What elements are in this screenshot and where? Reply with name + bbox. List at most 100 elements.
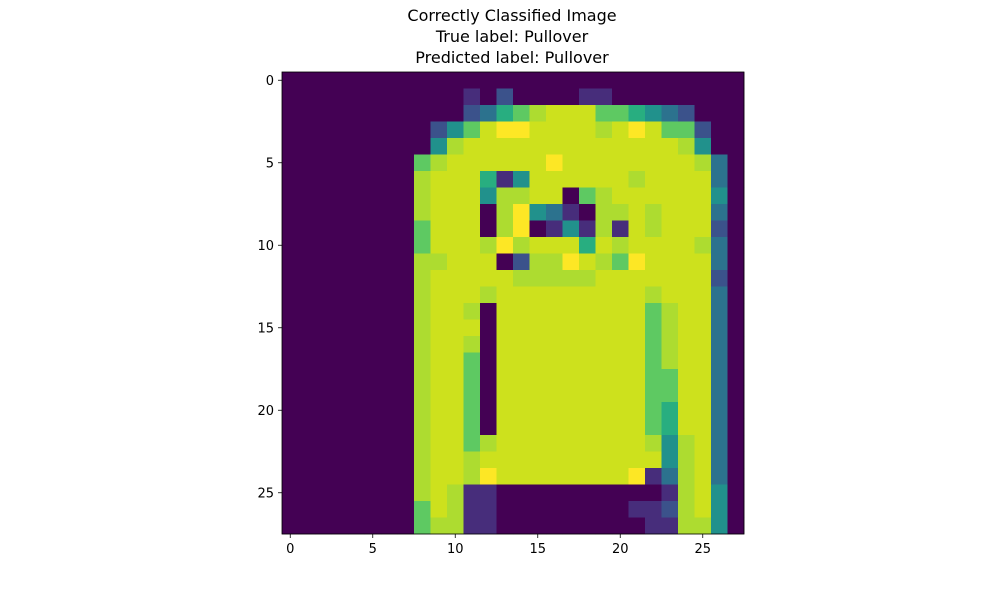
heatmap-cell [397, 402, 415, 419]
heatmap-cell [397, 88, 415, 106]
heatmap-cell [480, 121, 497, 139]
heatmap-cell [711, 220, 728, 238]
heatmap-cell [678, 270, 695, 287]
heatmap-cell [414, 270, 431, 287]
heatmap-cell [480, 105, 497, 122]
heatmap-cell [315, 418, 332, 436]
heatmap-cell [348, 72, 365, 89]
heatmap-cell [348, 501, 365, 518]
heatmap-cell [628, 154, 646, 172]
heatmap-cell [447, 154, 464, 172]
heatmap-cell [381, 72, 398, 89]
heatmap-cell [496, 385, 514, 403]
heatmap-cell [282, 418, 299, 436]
heatmap-cell [282, 237, 299, 254]
heatmap-cell [579, 237, 596, 254]
heatmap-cell [628, 402, 646, 419]
heatmap-cell [628, 484, 646, 502]
heatmap-cell [513, 336, 530, 353]
heatmap-cell [282, 352, 299, 370]
heatmap-cell [480, 468, 497, 485]
heatmap-cell [546, 237, 563, 254]
heatmap-cell [579, 402, 596, 419]
heatmap-cell [348, 369, 365, 386]
heatmap-cell [678, 385, 695, 403]
heatmap-cell [397, 270, 415, 287]
heatmap-cell [364, 468, 382, 485]
heatmap-cell [612, 187, 629, 205]
heatmap-cell [430, 187, 448, 205]
heatmap-cell [595, 385, 613, 403]
heatmap-cell [645, 105, 662, 122]
heatmap-cell [480, 154, 497, 172]
heatmap-cell [315, 121, 332, 139]
heatmap-cell [430, 154, 448, 172]
heatmap-cell [430, 402, 448, 419]
heatmap-cell [480, 72, 497, 89]
heatmap-cell [612, 517, 629, 535]
heatmap-cell [348, 220, 365, 238]
heatmap-cell [496, 369, 514, 386]
heatmap-cell [645, 402, 662, 419]
heatmap-cell [628, 253, 646, 271]
heatmap-cell [546, 72, 563, 89]
heatmap-cell [397, 220, 415, 238]
heatmap-cell [595, 138, 613, 155]
heatmap-cell [529, 105, 547, 122]
heatmap-cell [711, 352, 728, 370]
heatmap-cell [430, 121, 448, 139]
heatmap-cell [579, 220, 596, 238]
heatmap-cell [612, 171, 629, 188]
heatmap-cell [645, 336, 662, 353]
heatmap-cell [414, 286, 431, 304]
heatmap-cell [496, 451, 514, 469]
heatmap-cell [727, 352, 745, 370]
heatmap-cell [447, 220, 464, 238]
heatmap-cell [480, 501, 497, 518]
heatmap-cell [331, 435, 349, 452]
heatmap-cell [546, 154, 563, 172]
heatmap-cell [546, 501, 563, 518]
heatmap-cell [727, 303, 745, 320]
heatmap-cell [298, 253, 316, 271]
heatmap-cell [348, 105, 365, 122]
heatmap-cell [447, 517, 464, 535]
plot-frame [281, 71, 745, 535]
heatmap-cell [364, 435, 382, 452]
heatmap-cell [645, 303, 662, 320]
heatmap-cell [727, 517, 745, 535]
heatmap-cell [546, 402, 563, 419]
heatmap-cell [364, 451, 382, 469]
heatmap-cell [364, 517, 382, 535]
heatmap-cell [331, 105, 349, 122]
heatmap-cell [463, 501, 481, 518]
heatmap-cell [529, 435, 547, 452]
heatmap-cell [513, 369, 530, 386]
heatmap-cell [447, 418, 464, 436]
heatmap-cell [661, 352, 679, 370]
heatmap-cell [727, 204, 745, 221]
heatmap-cell [595, 303, 613, 320]
heatmap-cell [447, 435, 464, 452]
heatmap-cell [628, 138, 646, 155]
heatmap-cell [463, 369, 481, 386]
heatmap-cell [678, 402, 695, 419]
heatmap-cell [727, 187, 745, 205]
heatmap-cell [711, 88, 728, 106]
heatmap-cell [546, 286, 563, 304]
heatmap-cell [546, 352, 563, 370]
heatmap-cell [513, 385, 530, 403]
heatmap-cell [513, 171, 530, 188]
heatmap-cell [595, 484, 613, 502]
heatmap-cell [711, 336, 728, 353]
heatmap-cell [727, 468, 745, 485]
heatmap-cell [397, 319, 415, 337]
heatmap-cell [447, 253, 464, 271]
heatmap-cell [315, 352, 332, 370]
heatmap-cell [694, 501, 712, 518]
heatmap-cell [612, 253, 629, 271]
heatmap-cell [298, 171, 316, 188]
heatmap-cell [282, 369, 299, 386]
heatmap-cell [678, 72, 695, 89]
heatmap-cell [645, 352, 662, 370]
